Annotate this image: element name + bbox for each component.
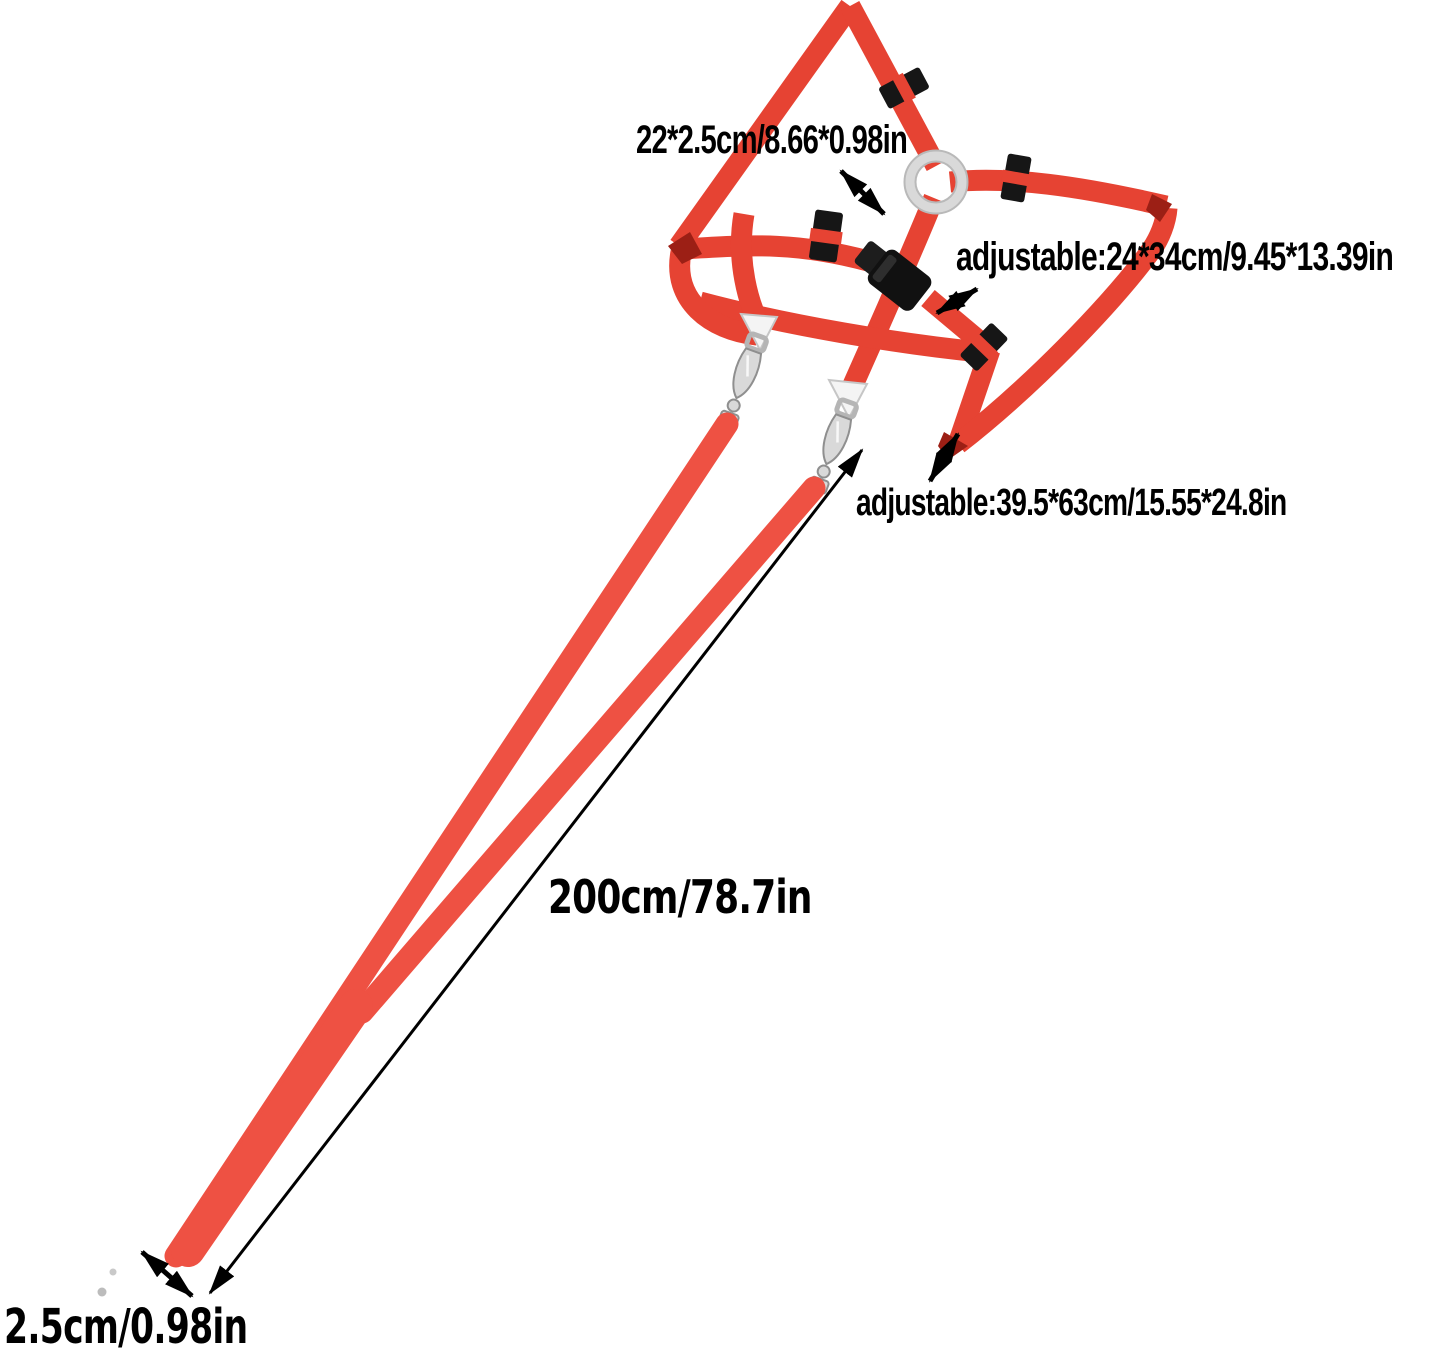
hook-body: [822, 413, 853, 466]
strap-right-loop-lower: [951, 206, 1178, 453]
o-ring: [903, 149, 969, 215]
strap-bow-lower: [669, 250, 759, 346]
dimension-arrows: [140, 169, 979, 1298]
leash-length-arrow: [208, 448, 864, 1295]
leashes: [164, 412, 826, 1268]
hook-trigger: [836, 421, 839, 443]
belly-arrow: [927, 432, 961, 483]
leash-back: [350, 476, 826, 1024]
belly-adjuster: [960, 323, 1008, 371]
strap-fold-left: [668, 232, 702, 264]
hook-tab-front: [739, 312, 779, 353]
hook-swivel: [816, 464, 831, 479]
hook-trigger: [746, 355, 749, 377]
hook-swivel: [726, 398, 741, 413]
hook-loop: [744, 331, 769, 354]
leash-width-arrow: [140, 1250, 194, 1298]
strap-neck-left: [670, 0, 859, 253]
speck: [97, 1287, 107, 1297]
buckle: [854, 241, 932, 311]
strap-bow-vertical: [730, 212, 772, 335]
label-leash-length: 200cm/78.7in: [548, 870, 812, 924]
strap-fold-right-corner: [1146, 194, 1172, 222]
strap-ring-to-hook: [839, 194, 944, 399]
label-chest-adjustable: adjustable:24*34cm/9.45*13.39in: [956, 235, 1394, 279]
strap-belly: [697, 291, 982, 363]
speck: [109, 1268, 117, 1276]
neck-adjuster: [879, 67, 929, 109]
right-adjuster: [1000, 153, 1032, 203]
strap-width-arrow: [839, 169, 886, 216]
label-strap-width: 22*2.5cm/8.66*0.98in: [636, 118, 908, 162]
label-belly-adjustable: adjustable:39.5*63cm/15.55*24.8in: [856, 482, 1287, 524]
chest-adjuster: [809, 209, 843, 263]
hook-loop: [834, 397, 859, 420]
chest-arrow: [935, 286, 979, 316]
buckle-highlight: [872, 254, 897, 283]
label-leash-width: 2.5cm/0.98in: [4, 1299, 248, 1354]
strap-chest: [680, 235, 871, 272]
specks: [97, 1268, 117, 1297]
hook-body: [732, 347, 763, 400]
strap-right-loop-upper: [948, 169, 1169, 217]
harness: [668, 0, 1178, 495]
